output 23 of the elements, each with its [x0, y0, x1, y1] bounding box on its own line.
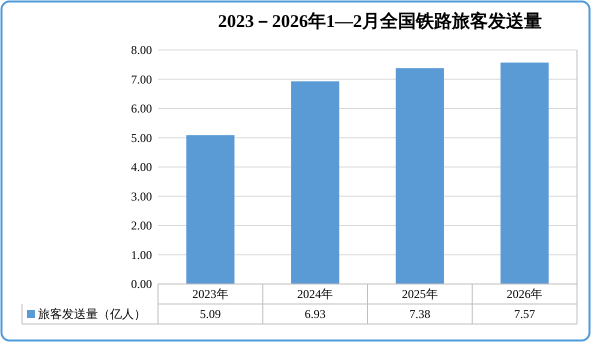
- data-label: 6.93: [304, 307, 326, 322]
- y-tick-label: 7.00: [131, 72, 152, 86]
- y-tick-label: 6.00: [131, 102, 152, 116]
- y-tick-label: 5.00: [131, 130, 152, 145]
- x-tick-label: 2024年: [297, 287, 334, 302]
- chart-title: 2023－2026年1—2月全国铁路旅客发送量: [218, 11, 542, 31]
- bar: [186, 135, 234, 284]
- legend-label: 旅客发送量（亿人）: [38, 307, 146, 322]
- x-tick-label: 2026年: [506, 287, 543, 302]
- x-tick-label: 2025年: [402, 287, 438, 302]
- bar: [291, 81, 340, 284]
- y-tick-label: 1.00: [131, 248, 152, 262]
- y-tick-label: 0.00: [131, 277, 152, 292]
- bar: [396, 68, 444, 284]
- bar: [500, 62, 549, 284]
- data-label: 5.09: [200, 307, 221, 322]
- y-tick-label: 8.00: [131, 43, 152, 58]
- x-tick-label: 2023年: [192, 287, 228, 302]
- y-tick-label: 4.00: [131, 160, 152, 174]
- y-tick-label: 2.00: [131, 218, 152, 233]
- data-label: 7.57: [514, 307, 536, 322]
- data-label: 7.38: [409, 307, 430, 322]
- y-tick-label: 3.00: [131, 189, 152, 204]
